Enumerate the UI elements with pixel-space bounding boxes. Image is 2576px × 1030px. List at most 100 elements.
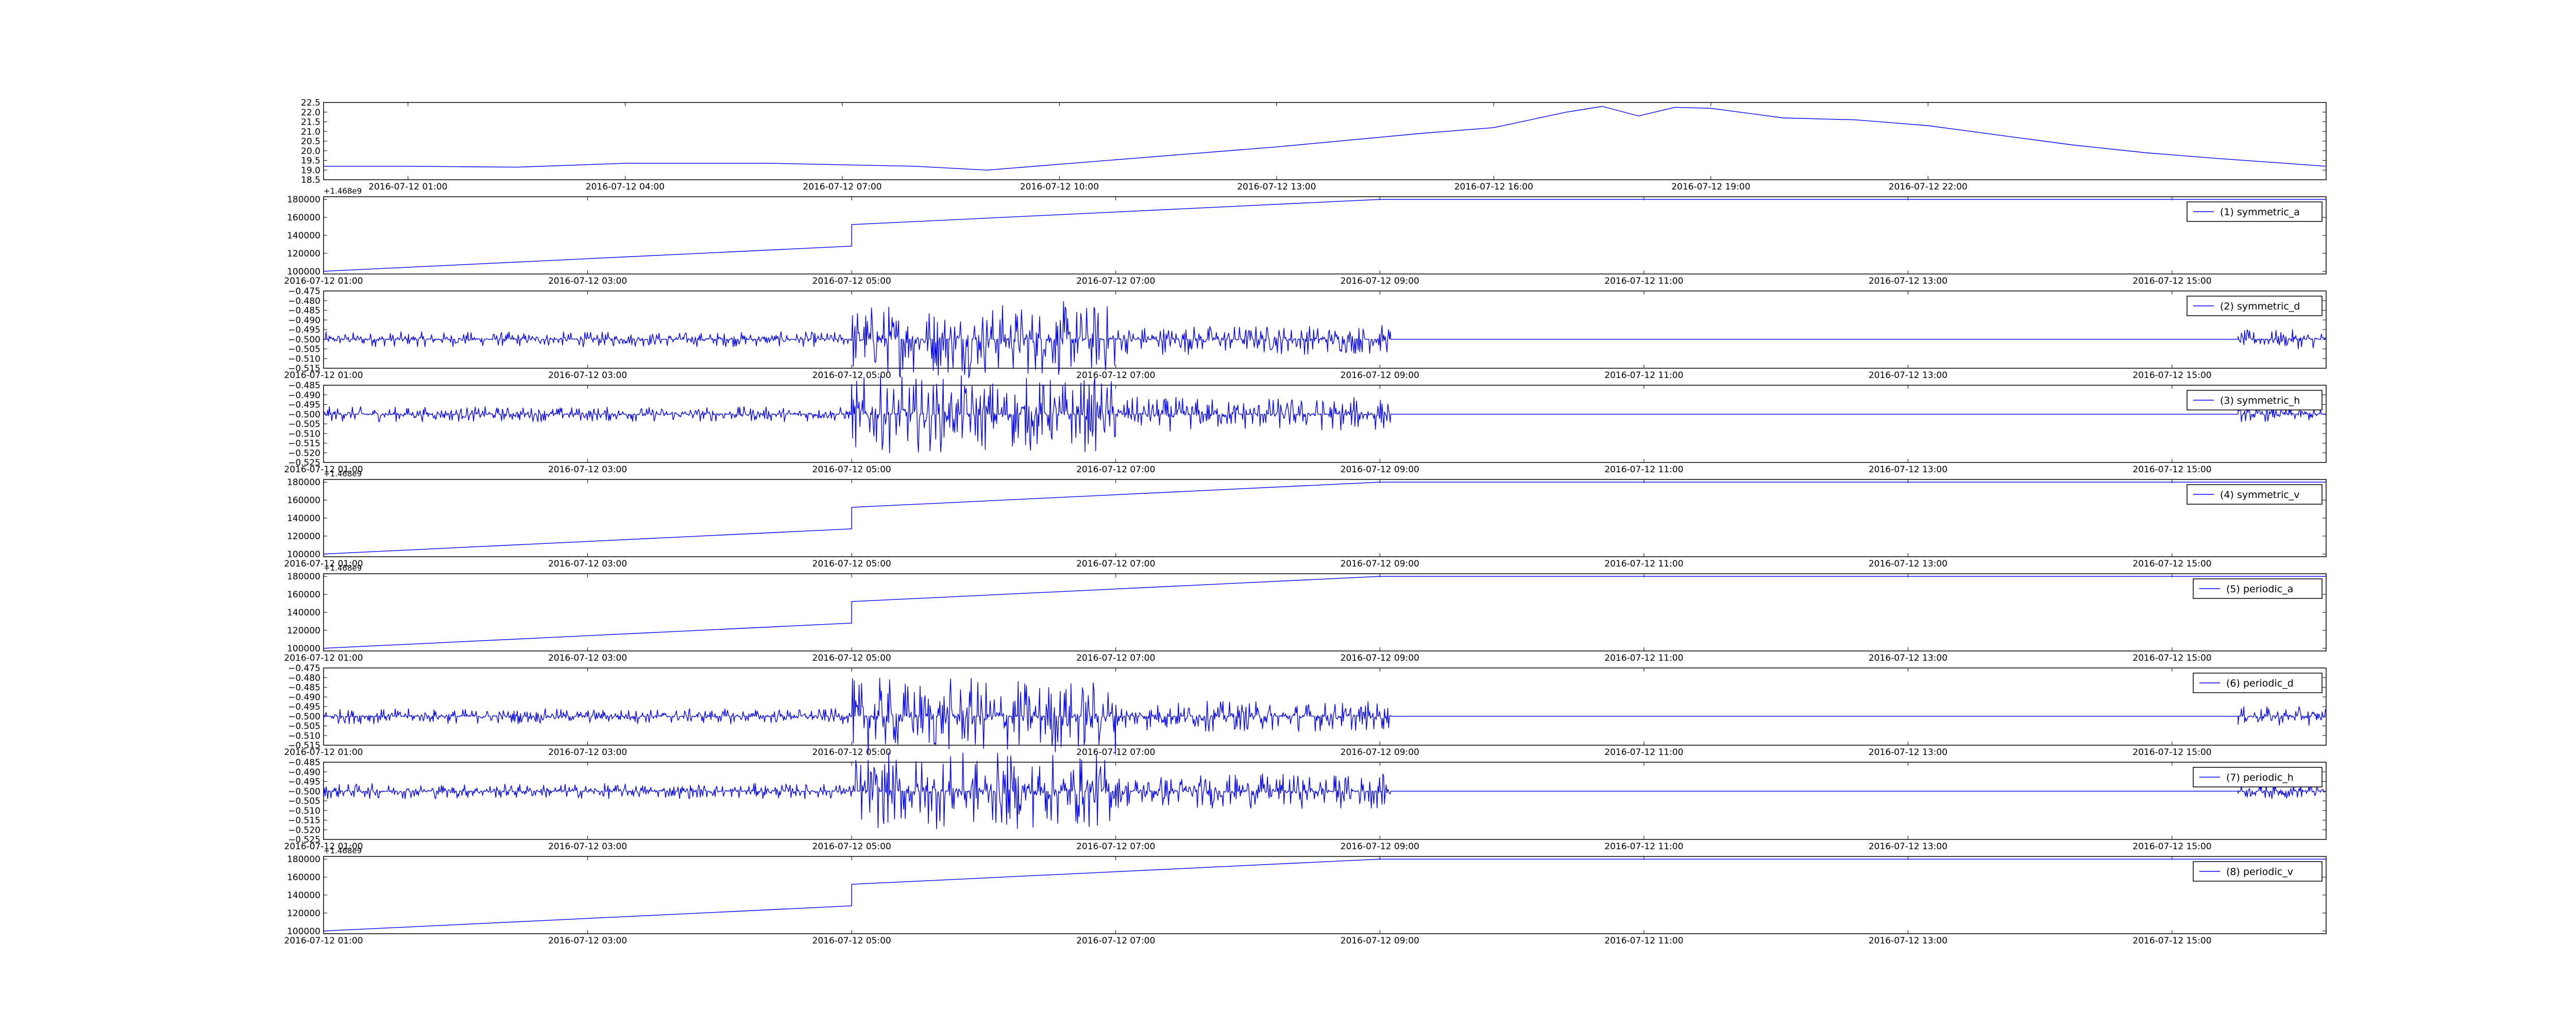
x-tick-label: 2016-07-12 09:00 xyxy=(1341,559,1419,569)
x-tick-label: 2016-07-12 05:00 xyxy=(812,370,891,381)
y-tick-label: −0.495 xyxy=(288,702,320,712)
x-tick-label: 2016-07-12 11:00 xyxy=(1604,653,1683,663)
x-tick-label: 2016-07-12 07:00 xyxy=(1076,559,1155,569)
x-tick-label: 2016-07-12 01:00 xyxy=(284,276,363,286)
legend: (6) periodic_d xyxy=(2193,673,2323,693)
y-tick-label: −0.485 xyxy=(288,758,320,768)
x-tick-label: 2016-07-12 09:00 xyxy=(1341,370,1419,381)
plot-area xyxy=(323,102,2327,180)
y-tick-label: −0.500 xyxy=(288,335,320,345)
x-tick-label: 2016-07-12 01:00 xyxy=(284,465,363,475)
legend: (5) periodic_a xyxy=(2193,578,2323,599)
x-tick-label: 2016-07-12 03:00 xyxy=(548,370,627,381)
legend-label: (3) symmetric_h xyxy=(2220,395,2300,406)
y-tick-label: 120000 xyxy=(287,908,320,919)
x-tick-label: 2016-07-12 01:00 xyxy=(284,370,363,381)
y-tick-label: 22.5 xyxy=(301,98,320,108)
x-tick-label: 2016-07-12 13:00 xyxy=(1869,842,1947,852)
subplot-5: 2016-07-12 01:00 2016-07-12 03:00 2016-07-… xyxy=(284,469,2327,569)
y-tick-label: 19.0 xyxy=(301,165,320,176)
y-tick-label: 160000 xyxy=(287,590,320,600)
y-tick-label: −0.515 xyxy=(288,816,320,826)
x-tick-label: 2016-07-12 10:00 xyxy=(1020,182,1099,192)
legend: (7) periodic_h xyxy=(2193,767,2323,787)
series-line xyxy=(324,106,2327,170)
y-tick-label: 20.5 xyxy=(301,136,320,147)
x-tick-label: 2016-07-12 05:00 xyxy=(812,842,891,852)
legend-label: (4) symmetric_v xyxy=(2220,489,2300,501)
x-tick-label: 2016-07-12 09:00 xyxy=(1341,653,1419,663)
y-tick-label: 20.0 xyxy=(301,146,320,157)
x-tick-label: 2016-07-12 07:00 xyxy=(1076,936,1155,946)
x-tick-label: 2016-07-12 11:00 xyxy=(1604,465,1683,475)
plot-area xyxy=(323,479,2327,557)
y-tick-label: −0.490 xyxy=(288,767,320,778)
subplot-8: 2016-07-12 01:00 2016-07-12 03:00 2016-07-… xyxy=(284,752,2327,852)
y-tick-label: −0.500 xyxy=(288,786,320,797)
y-tick-label: 140000 xyxy=(287,513,320,524)
y-tick-label: −0.505 xyxy=(288,419,320,430)
x-tick-label: 2016-07-12 05:00 xyxy=(812,465,891,475)
x-tick-label: 2016-07-12 07:00 xyxy=(1076,276,1155,286)
x-tick-label: 2016-07-12 09:00 xyxy=(1341,747,1419,758)
y-tick-label: −0.495 xyxy=(288,325,320,335)
y-tick-label: 120000 xyxy=(287,626,320,636)
x-tick-label: 2016-07-12 15:00 xyxy=(2132,842,2211,852)
x-tick-label: 2016-07-12 01:00 xyxy=(284,559,363,569)
y-tick-label: −0.490 xyxy=(288,390,320,401)
y-tick-label: 160000 xyxy=(287,872,320,883)
x-tick-label: 2016-07-12 11:00 xyxy=(1604,370,1683,381)
y-tick-label: 180000 xyxy=(287,477,320,488)
legend-label: (1) symmetric_a xyxy=(2220,207,2300,218)
x-tick-label: 2016-07-12 22:00 xyxy=(1889,182,1968,192)
x-tick-label: 2016-07-12 07:00 xyxy=(803,182,882,192)
y-tick-label: 120000 xyxy=(287,531,320,542)
x-tick-label: 2016-07-12 03:00 xyxy=(548,842,627,852)
y-tick-label: 140000 xyxy=(287,890,320,901)
x-tick-label: 2016-07-12 07:00 xyxy=(1076,842,1155,852)
x-tick-label: 2016-07-12 09:00 xyxy=(1341,842,1419,852)
y-tick-label: 100000 xyxy=(287,644,320,654)
y-tick-label: −0.485 xyxy=(288,306,320,316)
x-tick-label: 2016-07-12 13:00 xyxy=(1237,182,1316,192)
x-tick-label: 2016-07-12 01:00 xyxy=(368,182,447,192)
y-tick-label: −0.500 xyxy=(288,409,320,420)
series-line xyxy=(323,752,2326,829)
series-line xyxy=(323,301,2326,379)
legend: (4) symmetric_v xyxy=(2187,484,2323,505)
y-tick-label: −0.490 xyxy=(288,692,320,702)
subplot-2: 2016-07-12 01:00 2016-07-12 03:00 2016-07-… xyxy=(284,186,2327,286)
y-tick-label: −0.495 xyxy=(288,777,320,787)
x-tick-label: 2016-07-12 01:00 xyxy=(284,747,363,758)
x-tick-label: 2016-07-12 11:00 xyxy=(1604,276,1683,286)
y-tick-label: −0.525 xyxy=(288,458,320,468)
y-tick-label: −0.510 xyxy=(288,354,320,364)
x-tick-label: 2016-07-12 03:00 xyxy=(548,747,627,758)
legend: (3) symmetric_h xyxy=(2187,390,2323,410)
legend-label: (2) symmetric_d xyxy=(2220,301,2300,312)
series-line xyxy=(323,482,2326,555)
x-tick-label: 2016-07-12 09:00 xyxy=(1341,276,1419,286)
y-tick-label: −0.515 xyxy=(288,439,320,449)
y-tick-label: 140000 xyxy=(287,608,320,618)
x-tick-label: 2016-07-12 13:00 xyxy=(1869,276,1947,286)
series-line xyxy=(323,375,2326,453)
x-tick-label: 2016-07-12 15:00 xyxy=(2132,653,2211,663)
y-tick-label: 22.0 xyxy=(301,108,320,118)
x-tick-label: 2016-07-12 03:00 xyxy=(548,653,627,663)
legend-label: (5) periodic_a xyxy=(2226,583,2293,595)
x-tick-label: 2016-07-12 05:00 xyxy=(812,559,891,569)
subplot-4: 2016-07-12 01:00 2016-07-12 03:00 2016-07-… xyxy=(284,375,2327,475)
x-tick-label: 2016-07-12 13:00 xyxy=(1869,936,1947,946)
x-tick-label: 2016-07-12 05:00 xyxy=(812,276,891,286)
x-tick-label: 2016-07-12 01:00 xyxy=(284,653,363,663)
x-tick-label: 2016-07-12 13:00 xyxy=(1869,370,1947,381)
y-tick-label: 140000 xyxy=(287,231,320,241)
x-tick-label: 2016-07-12 11:00 xyxy=(1604,747,1683,758)
x-tick-label: 2016-07-12 15:00 xyxy=(2132,276,2211,286)
subplot-9: 2016-07-12 01:00 2016-07-12 03:00 2016-07-… xyxy=(284,846,2327,946)
y-tick-label: −0.485 xyxy=(288,683,320,693)
y-tick-label: −0.480 xyxy=(288,296,320,306)
x-tick-label: 2016-07-12 05:00 xyxy=(812,747,891,758)
